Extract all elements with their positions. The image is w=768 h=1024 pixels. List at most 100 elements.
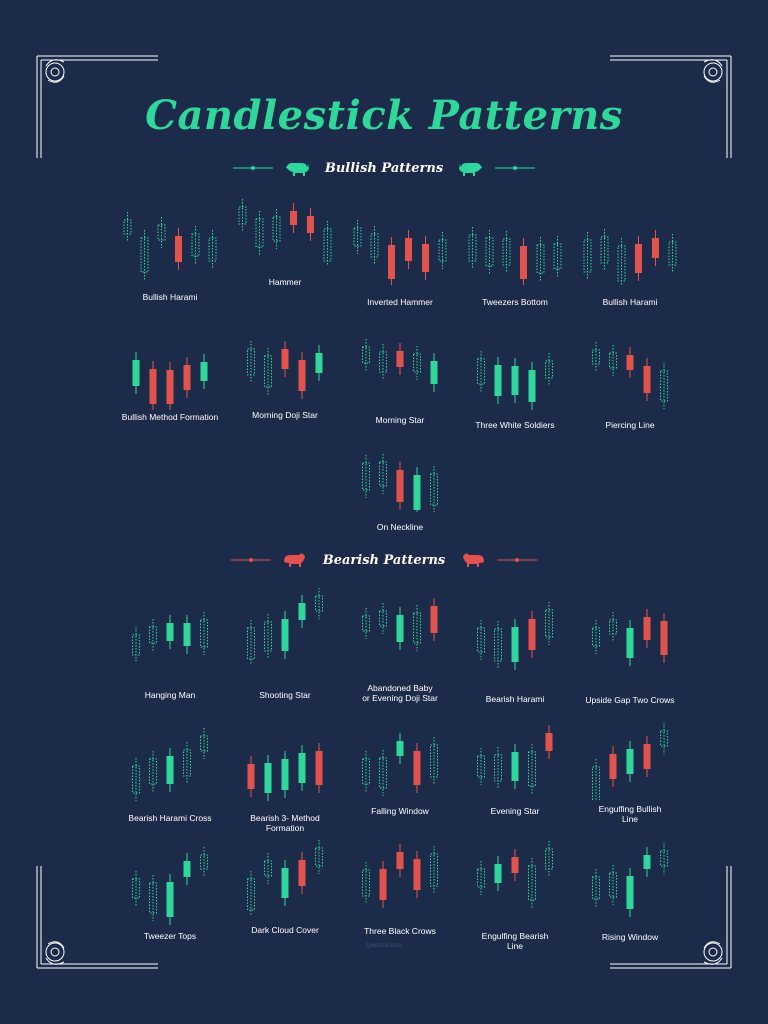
bullish-candle xyxy=(183,861,191,877)
context-candle xyxy=(353,227,362,247)
pattern-label: Hanging Man xyxy=(144,690,196,700)
context-candle xyxy=(315,595,323,612)
bullish-candle xyxy=(166,882,174,917)
divider-left-icon xyxy=(232,166,273,170)
context-candle xyxy=(660,730,668,747)
candlestick-diagram xyxy=(583,229,677,285)
bearish-candle xyxy=(511,857,519,873)
context-candle xyxy=(200,735,208,752)
candlestick-diagram xyxy=(238,199,332,265)
bearish-candle xyxy=(149,369,157,404)
bearish-candle xyxy=(528,619,536,650)
context-candle xyxy=(379,757,387,789)
context-candle xyxy=(583,239,592,273)
context-candle xyxy=(438,239,447,262)
context-candle xyxy=(528,865,536,901)
context-candle xyxy=(502,238,511,266)
bearish-candle xyxy=(175,236,182,262)
pattern-label: Rising Window xyxy=(601,932,659,942)
bullish-candle xyxy=(264,763,272,793)
bearish-candle xyxy=(379,869,387,900)
candlestick-diagram xyxy=(353,220,447,285)
bullish-candle xyxy=(200,362,208,381)
pattern-label: Three Black Crows xyxy=(364,926,436,936)
context-candle xyxy=(592,627,600,647)
pattern-label: Abandoned Baby or Evening Doji Star xyxy=(362,683,438,703)
bearish-candle xyxy=(396,852,404,869)
bearish-candle xyxy=(298,860,306,886)
context-candle xyxy=(238,206,247,225)
bullish-candle xyxy=(626,628,634,658)
context-candle xyxy=(370,233,379,258)
pattern-label: Bullish Harami xyxy=(142,292,198,302)
context-candle xyxy=(264,860,272,877)
bearish-candle xyxy=(247,764,255,789)
pattern-label: Three White Soldiers xyxy=(475,420,555,430)
context-candle xyxy=(362,869,370,897)
context-candle xyxy=(200,619,208,648)
bullish-candle xyxy=(298,603,306,620)
context-candle xyxy=(430,744,438,778)
bullish-candle xyxy=(511,752,519,781)
pattern-label: Piercing Line xyxy=(605,420,655,430)
bearish-candle xyxy=(396,351,404,367)
context-candle xyxy=(123,219,132,235)
pattern-label: Morning Doji Star xyxy=(252,410,318,420)
candlestick-diagram xyxy=(592,843,668,917)
candlestick-diagram xyxy=(477,602,553,670)
context-candle xyxy=(323,228,332,262)
bullish-candle xyxy=(183,623,191,646)
candlestick-diagram xyxy=(247,743,323,801)
pattern-label: Tweezers Bottom xyxy=(482,297,548,307)
bullish-candle xyxy=(643,855,651,869)
context-candle xyxy=(379,351,387,373)
candlestick-diagram xyxy=(362,339,438,392)
bullish-candle xyxy=(166,623,174,641)
context-candle xyxy=(315,847,323,867)
context-candle xyxy=(660,850,668,867)
context-candle xyxy=(379,610,387,627)
candlestick-diagram xyxy=(592,609,668,666)
context-candle xyxy=(477,755,485,778)
bearish-candle xyxy=(609,754,617,779)
context-candle xyxy=(413,353,421,373)
context-candle xyxy=(430,853,438,887)
context-candle xyxy=(609,352,617,369)
bullish-candle xyxy=(511,627,519,662)
candlestick-diagram xyxy=(468,227,562,285)
footer-credit: Qwotster.com xyxy=(365,943,403,949)
context-candle xyxy=(600,236,609,264)
context-candle xyxy=(592,349,600,365)
divider-right-icon xyxy=(495,166,536,170)
context-candle xyxy=(362,615,370,632)
bearish-candle xyxy=(545,733,553,751)
candlestick-diagram xyxy=(123,212,217,280)
context-candle xyxy=(485,237,494,267)
context-candle xyxy=(553,243,562,270)
context-candle xyxy=(149,758,157,785)
bearish-candle xyxy=(413,859,421,890)
bullish-candle xyxy=(626,876,634,909)
bearish-candle xyxy=(422,244,429,272)
bearish-candle xyxy=(652,238,659,258)
bullish-candle xyxy=(132,360,140,386)
pattern-label: Bearish Harami Cross xyxy=(128,813,212,823)
bearish-candle xyxy=(166,370,174,404)
context-candle xyxy=(536,244,545,274)
bullish-candle xyxy=(281,619,289,651)
pattern-label: Engulfing Bullish Line xyxy=(598,804,662,824)
context-candle xyxy=(660,370,668,402)
context-candle xyxy=(272,216,281,242)
bullish-candle xyxy=(281,868,289,898)
context-candle xyxy=(545,360,553,379)
candlestick-diagram xyxy=(132,352,208,410)
candlestick-diagram xyxy=(362,454,438,512)
bearish-candle xyxy=(643,617,651,640)
context-candle xyxy=(592,766,600,800)
bear-icon xyxy=(283,553,305,567)
context-candle xyxy=(264,621,272,652)
context-candle xyxy=(157,224,166,241)
bearish-candle xyxy=(396,470,404,502)
context-candle xyxy=(609,619,617,635)
